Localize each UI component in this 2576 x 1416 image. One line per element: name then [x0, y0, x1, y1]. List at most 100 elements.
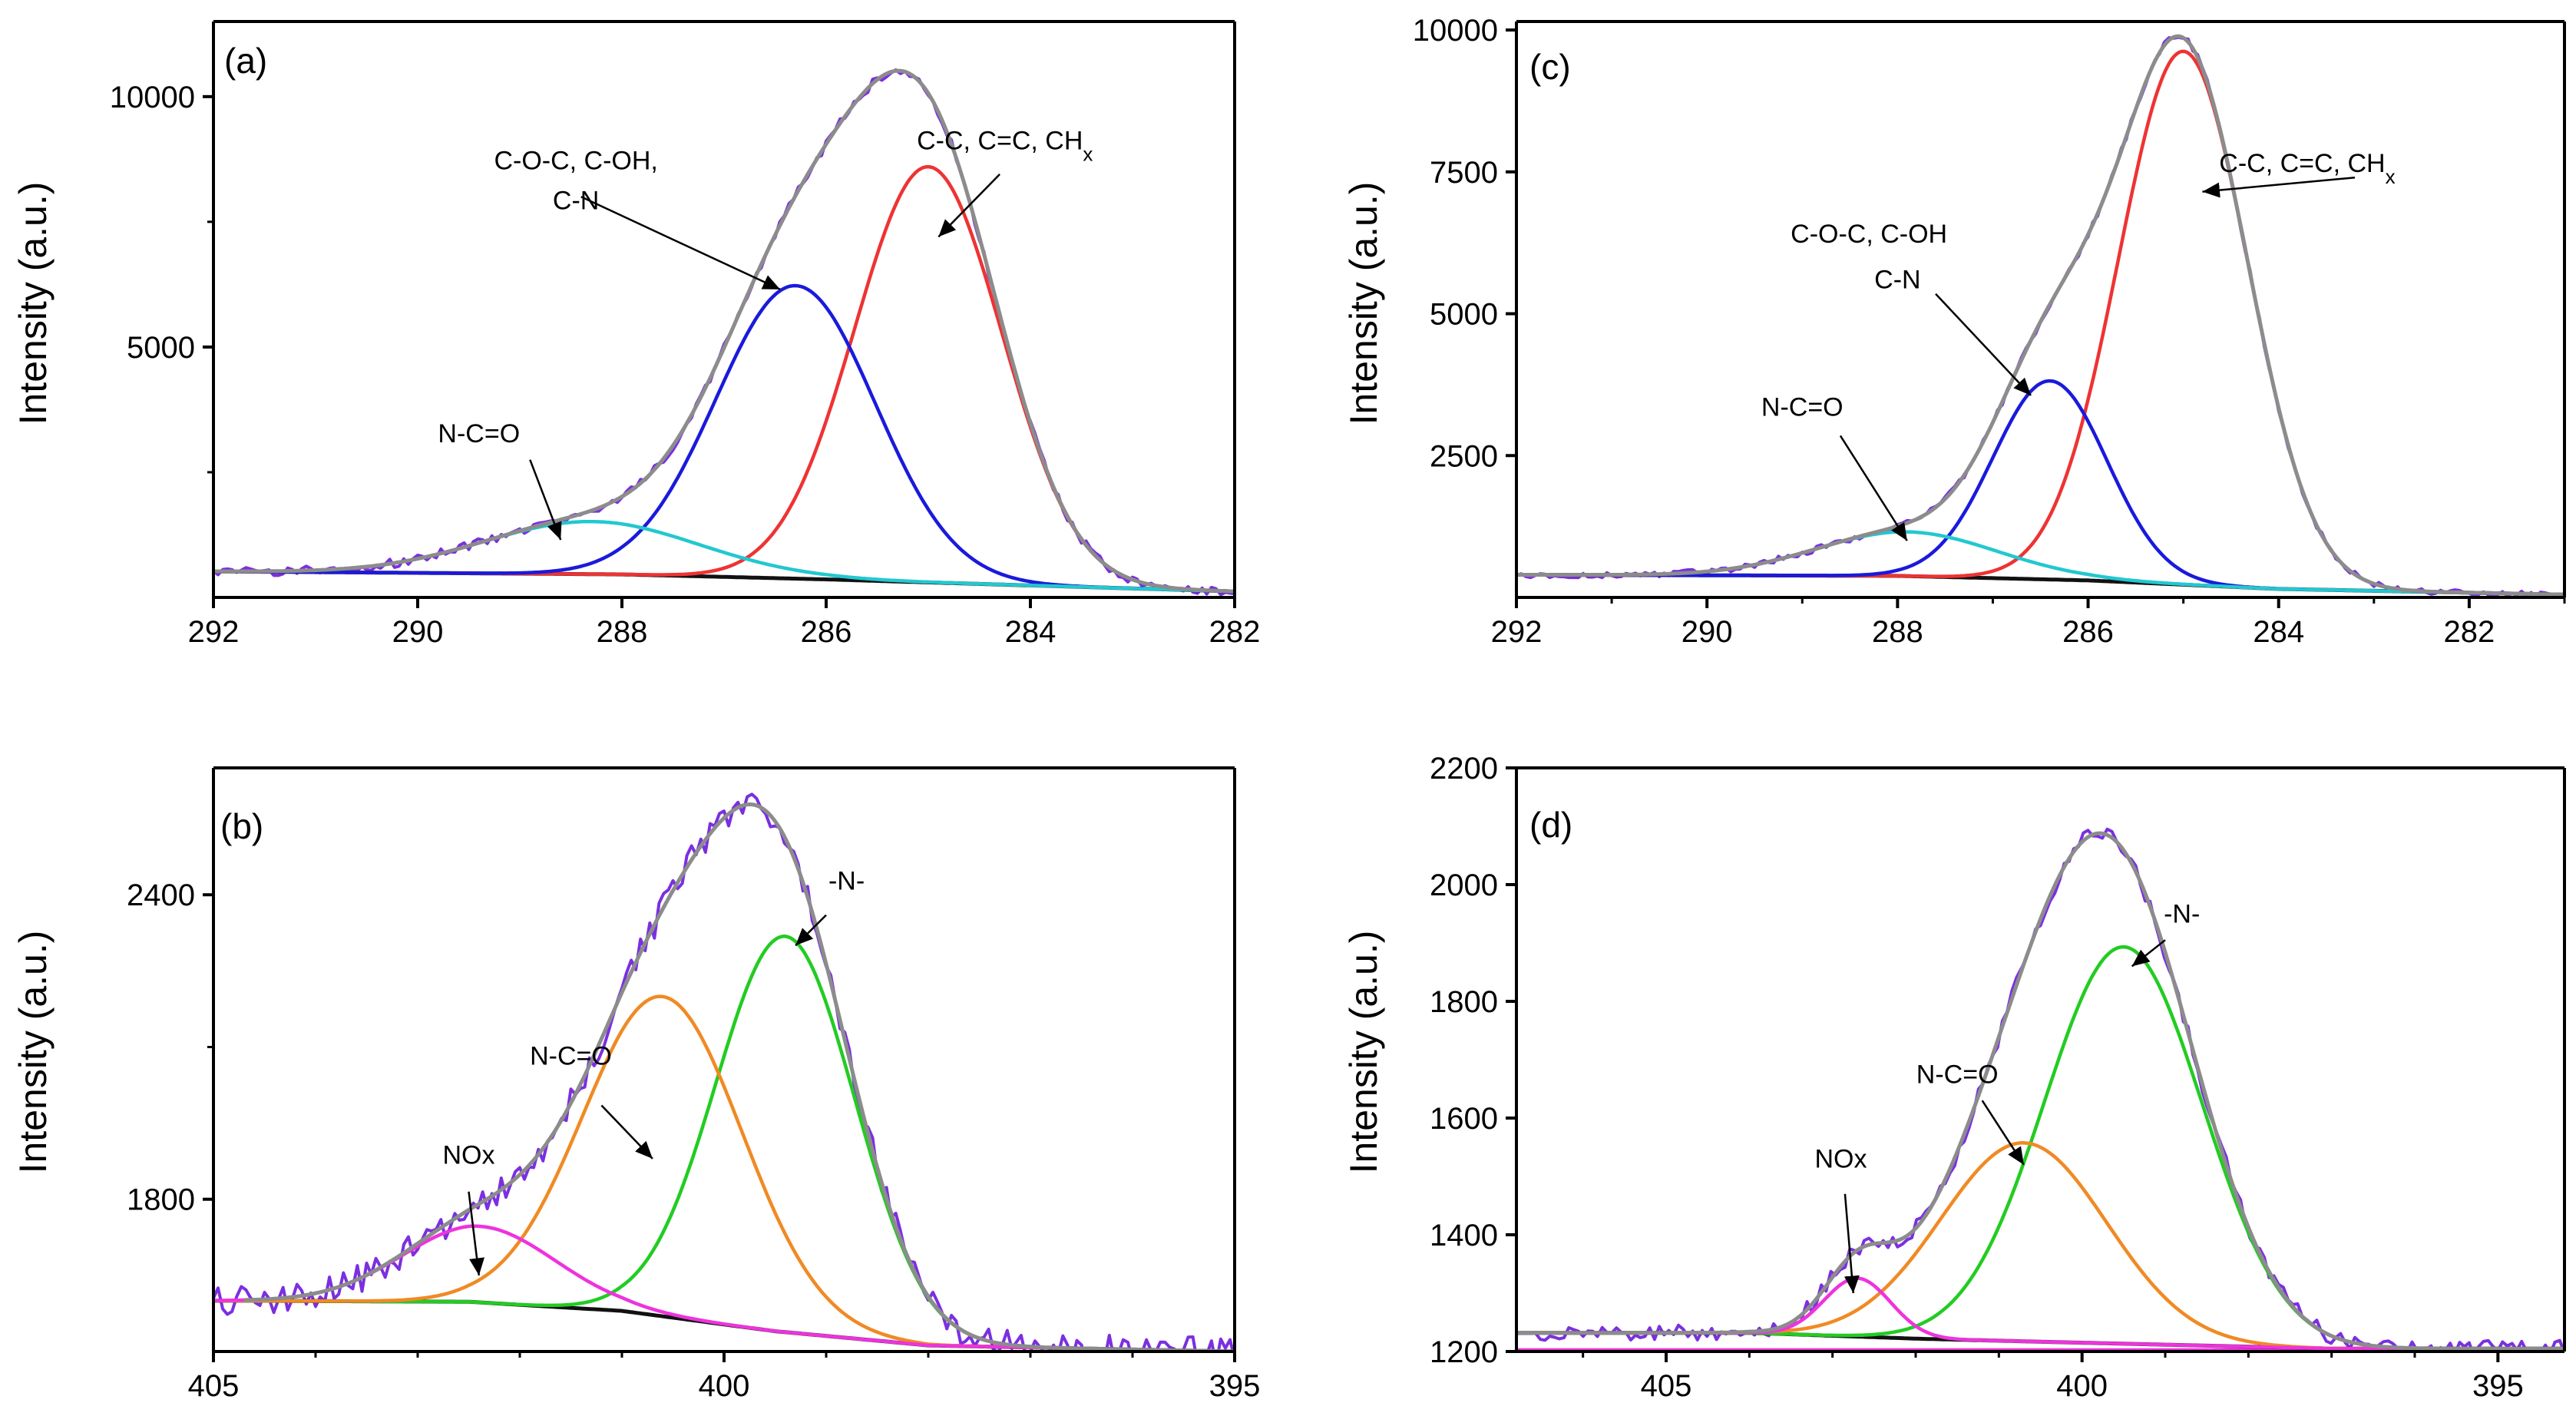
- series-envelope-c: [1516, 34, 2564, 597]
- x-tick-label-a-2: 288: [597, 615, 648, 649]
- y-tick-label-d-4: 2000: [1430, 868, 1498, 902]
- plot-area-c: [1516, 34, 2564, 597]
- plot-area-a: [213, 68, 1235, 597]
- axes-b: 405 400 395 1800 2400: [127, 766, 1261, 1403]
- y-axis-title-c: Intensity (a.u.): [1342, 182, 1385, 425]
- annotation-arrow-c-0: [2202, 176, 2356, 198]
- annotation-arrow-c-1: [1935, 293, 2032, 396]
- annotation-label-d-0: N-C=O: [1916, 1060, 1999, 1089]
- series-peak-b-2: [213, 1224, 1235, 1351]
- annotations-a: C-O-C, C-OH, C-N C-C, C=C, CHx N-C=O: [438, 126, 1093, 541]
- annotation-label-c-3: N-C=O: [1761, 393, 1844, 422]
- axes-a: 292 290 288 286 284 282 5000 10000: [110, 20, 1261, 649]
- x-tick-label-d-0: 405: [1641, 1369, 1692, 1403]
- annotation-label-d-2: NOx: [1815, 1145, 1867, 1174]
- x-tick-label-a-0: 292: [188, 615, 240, 649]
- y-tick-label-a-1: 10000: [110, 81, 195, 114]
- x-tick-label-c-4: 284: [2253, 615, 2304, 649]
- series-raw-d: [1516, 827, 2564, 1351]
- curves-b: [213, 792, 1235, 1351]
- annotation-label-b-1: -N-: [828, 867, 865, 896]
- x-tick-label-a-3: 286: [801, 615, 852, 649]
- annotation-arrow-a-0: [580, 196, 781, 291]
- x-tick-label-c-2: 288: [1872, 615, 1923, 649]
- y-axis-title-b: Intensity (a.u.): [12, 931, 55, 1174]
- annotation-arrow-c-3: [1839, 435, 1908, 541]
- y-tick-label-d-5: 2200: [1430, 752, 1498, 786]
- y-tick-label-c-0: 2500: [1430, 439, 1498, 473]
- series-envelope-a: [213, 68, 1235, 594]
- annotation-label-a-1: C-N: [553, 187, 599, 216]
- y-axis-title-d: Intensity (a.u.): [1342, 931, 1385, 1174]
- panel-label-c: (c): [1529, 47, 1571, 87]
- x-tick-label-a-5: 282: [1209, 615, 1261, 649]
- annotation-label-a-0: C-O-C, C-OH,: [494, 146, 657, 175]
- y-tick-label-a-0: 5000: [127, 331, 195, 365]
- annotation-arrow-d-0: [1981, 1100, 2025, 1166]
- axes-d: 405 400 395 1200 1400 1600 1800 2000 2200: [1430, 752, 2566, 1403]
- chart-panel-b: Intensity (a.u.) (b) 405 400 395 1800 2400 N-…: [12, 766, 1261, 1403]
- y-tick-label-c-3: 10000: [1413, 14, 1498, 48]
- series-raw-b: [213, 792, 1235, 1351]
- plot-area-d: [1516, 827, 2564, 1351]
- y-tick-label-c-1: 5000: [1430, 298, 1498, 332]
- series-peak-b-1: [213, 994, 1235, 1351]
- annotation-label-a-3: N-C=O: [438, 419, 520, 448]
- annotation-label-b-2: NOx: [443, 1140, 495, 1170]
- chart-panel-d: Intensity (a.u.) (d) 405 400 395 1200 1400 16…: [1342, 752, 2566, 1403]
- annotation-label-c-2: C-N: [1874, 265, 1920, 294]
- y-tick-label-d-1: 1400: [1430, 1219, 1498, 1252]
- x-tick-label-a-4: 284: [1005, 615, 1057, 649]
- x-tick-label-c-3: 286: [2062, 615, 2114, 649]
- series-peak-d-1: [1516, 1141, 2564, 1351]
- curves-a: [213, 68, 1235, 597]
- panel-label-a: (a): [224, 41, 267, 81]
- annotation-arrow-a-3: [529, 459, 562, 541]
- annotations-b: N-C=O -N- NOx: [443, 867, 865, 1276]
- x-tick-label-a-1: 290: [392, 615, 444, 649]
- axes-c: 292 290 288 286 284 282 2500 5000 7500 10000: [1413, 14, 2566, 649]
- annotation-arrow-b-0: [600, 1104, 653, 1160]
- chart-panel-a: Intensity (a.u.) (a) 292 290 288 286 284 282 5…: [12, 20, 1261, 649]
- y-axis-title-a: Intensity (a.u.): [12, 182, 55, 425]
- plot-area-b: [213, 792, 1235, 1351]
- annotations-d: N-C=O -N- NOx: [1815, 899, 2200, 1294]
- annotation-label-d-1: -N-: [2164, 899, 2200, 928]
- y-tick-label-d-2: 1600: [1430, 1102, 1498, 1136]
- annotation-label-a-2: C-C, C=C, CHx: [917, 126, 1093, 165]
- curves-d: [1516, 827, 2564, 1351]
- annotation-label-b-0: N-C=O: [530, 1042, 612, 1071]
- annotation-arrow-a-2: [937, 174, 1000, 238]
- x-tick-label-b-2: 395: [1209, 1369, 1261, 1403]
- curves-c: [1516, 34, 2564, 597]
- series-peak-d-2: [1516, 1276, 2564, 1351]
- y-tick-label-b-0: 1800: [127, 1183, 195, 1217]
- x-tick-label-b-1: 400: [699, 1369, 750, 1403]
- x-tick-label-d-2: 395: [2472, 1369, 2524, 1403]
- annotation-arrow-d-1: [2131, 939, 2166, 968]
- y-tick-label-c-2: 7500: [1430, 156, 1498, 190]
- series-raw-c: [1516, 35, 2564, 597]
- series-peak-c-1: [1516, 379, 2564, 597]
- chart-panel-c: Intensity (a.u.) (c) 292 290 288 286 284 2822…: [1342, 14, 2566, 649]
- y-tick-label-d-0: 1200: [1430, 1335, 1498, 1369]
- series-peak-a-2: [213, 519, 1235, 594]
- x-tick-label-d-1: 400: [2056, 1369, 2108, 1403]
- series-peak-a-1: [213, 283, 1235, 594]
- series-peak-b-0: [213, 935, 1235, 1351]
- annotation-arrow-b-1: [795, 914, 827, 947]
- annotation-arrow-d-2: [1844, 1193, 1860, 1294]
- series-envelope-b: [243, 802, 1235, 1351]
- x-tick-label-c-5: 282: [2444, 615, 2495, 649]
- y-tick-label-d-3: 1800: [1430, 985, 1498, 1019]
- panel-label-d: (d): [1529, 805, 1572, 845]
- series-peak-c-2: [1516, 530, 2564, 597]
- y-tick-label-b-1: 2400: [127, 878, 195, 912]
- x-tick-label-c-0: 292: [1491, 615, 1543, 649]
- annotation-label-c-1: C-O-C, C-OH: [1791, 220, 1947, 249]
- annotation-arrow-b-2: [468, 1191, 485, 1276]
- x-tick-label-b-0: 405: [188, 1369, 240, 1403]
- x-tick-label-c-1: 290: [1682, 615, 1733, 649]
- series-envelope-d: [1516, 831, 2564, 1351]
